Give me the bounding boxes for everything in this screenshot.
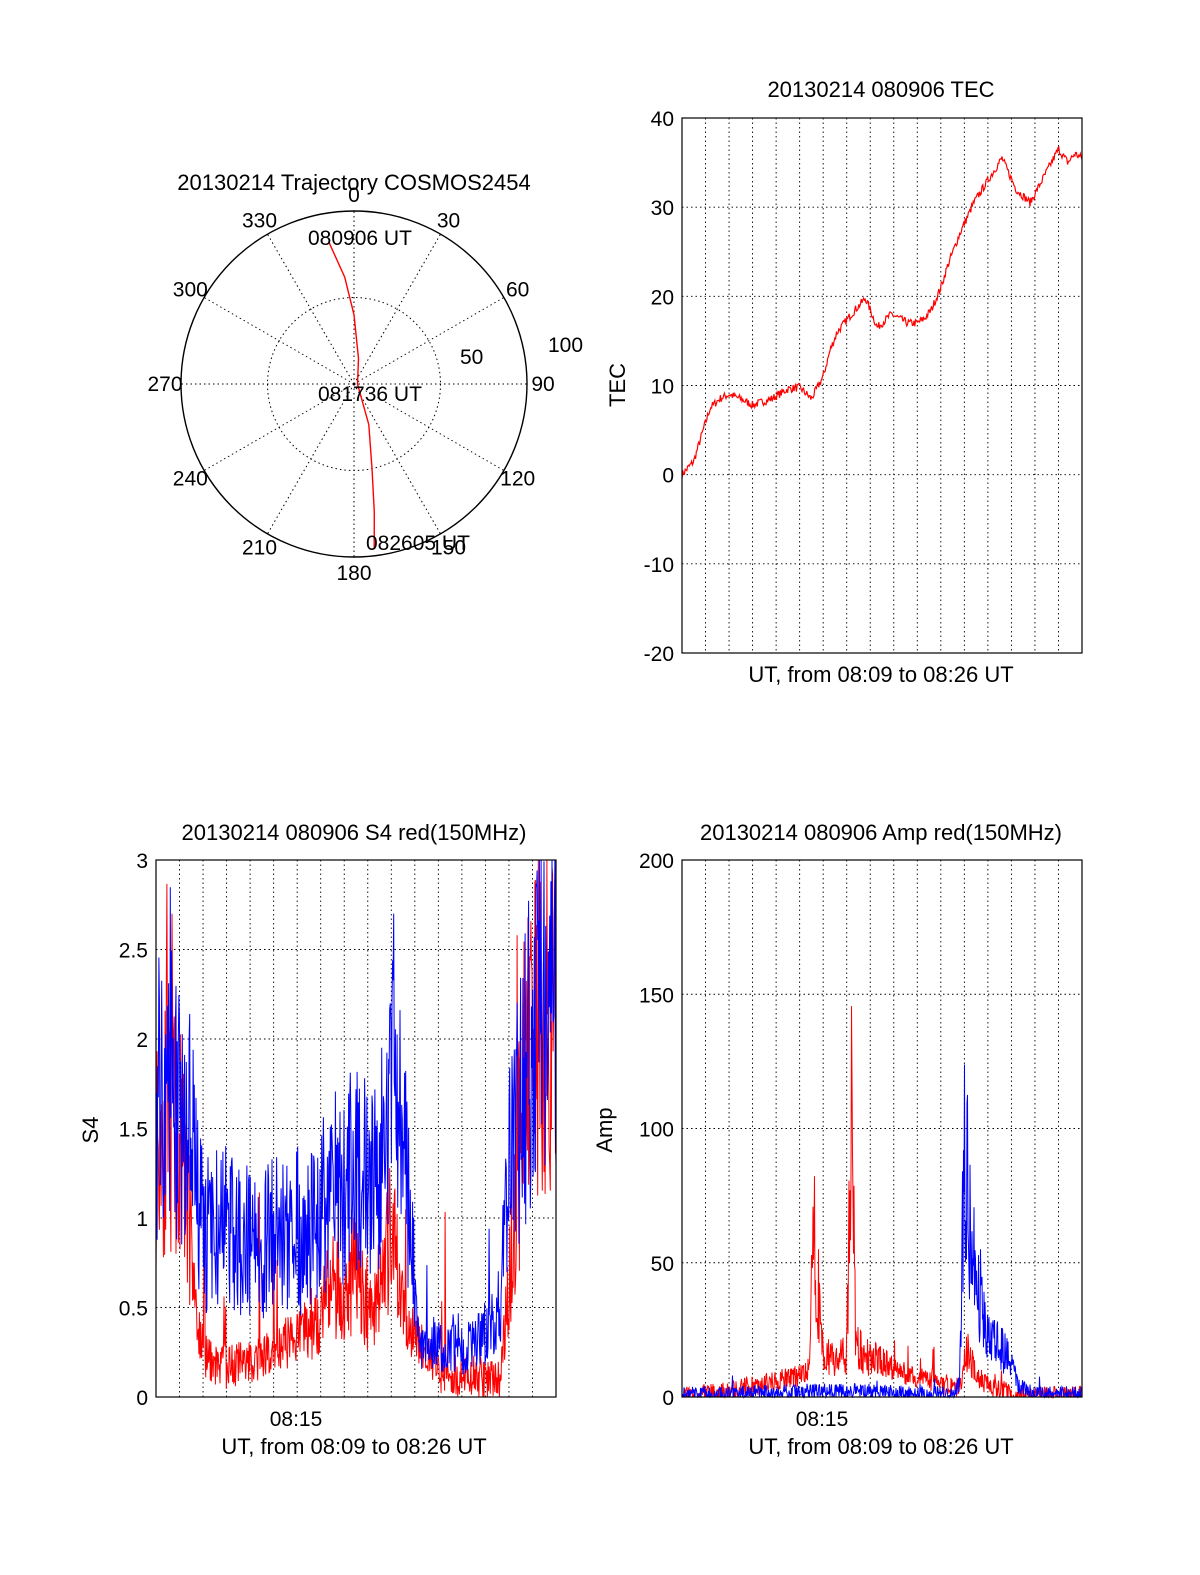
- polar-spoke-150: [353, 383, 441, 535]
- s4-red-series-line: [155, 859, 557, 1398]
- polar-start-time-label: 080906 UT: [308, 227, 412, 250]
- tec-grid: [682, 118, 1082, 653]
- tec-title: 20130214 080906 TEC: [767, 77, 994, 102]
- y-tick-label: -20: [644, 643, 674, 666]
- s4-plot-frame: [155, 859, 557, 1398]
- polar-azimuth-label-270: 270: [147, 373, 182, 396]
- s4-title: 20130214 080906 S4 red(150MHz): [182, 820, 527, 845]
- y-tick-label: 0: [662, 1387, 674, 1410]
- y-tick-label: 50: [651, 1253, 674, 1276]
- tec-plot-frame: [681, 117, 1083, 654]
- polar-spoke-330: [267, 233, 355, 385]
- polar-azimuth-label-150: 150: [431, 537, 466, 560]
- y-tick-label: 20: [651, 286, 674, 309]
- tec-ylabel: TEC: [605, 363, 630, 407]
- y-tick-label: 3: [136, 850, 148, 873]
- polar-spoke-60: [353, 297, 505, 385]
- polar-azimuth-label-180: 180: [336, 562, 371, 585]
- y-tick-label: 1.5: [119, 1119, 148, 1142]
- amp-grid: [682, 860, 1082, 1397]
- amp-xlabel: UT, from 08:09 to 08:26 UT: [748, 1434, 1013, 1459]
- polar-azimuth-label-30: 30: [437, 209, 460, 232]
- y-tick-label: 1: [136, 1208, 148, 1231]
- amp-plot-frame: [681, 859, 1083, 1398]
- y-tick-label: 40: [651, 108, 674, 131]
- polar-spoke-210: [267, 383, 355, 535]
- amp-ylabel: Amp: [592, 1107, 617, 1152]
- polar-radial-label-50: 50: [460, 346, 483, 369]
- s4-y-ticks: 3 2.5 2 1.5 1 0.5 0: [119, 850, 148, 1410]
- polar-azimuth-label-240: 240: [173, 468, 208, 491]
- polar-azimuth-labels: 0 30 60 90 120 150 180 210 240 270 300 330: [147, 184, 554, 585]
- polar-azimuth-label-0: 0: [348, 184, 360, 207]
- polar-spoke-120: [353, 383, 505, 471]
- polar-spoke-30: [353, 233, 441, 385]
- polar-title: 20130214 Trajectory COSMOS2454: [177, 170, 530, 195]
- y-tick-label: 0: [136, 1387, 148, 1410]
- polar-azimuth-label-210: 210: [242, 537, 277, 560]
- polar-grid: [180, 210, 528, 558]
- amp-title: 20130214 080906 Amp red(150MHz): [700, 820, 1062, 845]
- polar-azimuth-label-90: 90: [531, 373, 554, 396]
- y-tick-label: 0: [662, 465, 674, 488]
- y-tick-label: 0.5: [119, 1298, 148, 1321]
- y-tick-label: 2: [136, 1029, 148, 1052]
- s4-xlabel: UT, from 08:09 to 08:26 UT: [221, 1434, 486, 1459]
- polar-azimuth-label-330: 330: [242, 209, 277, 232]
- s4-xtick-label: 08:15: [270, 1408, 323, 1431]
- y-tick-label: 150: [639, 984, 674, 1007]
- y-tick-label: 2.5: [119, 940, 148, 963]
- polar-spoke-240: [203, 383, 355, 471]
- polar-mid-time-label: 081736 UT: [318, 383, 422, 406]
- polar-end-time-label: 082605 UT: [366, 532, 470, 555]
- y-tick-label: -10: [644, 554, 674, 577]
- tec-xlabel: UT, from 08:09 to 08:26 UT: [748, 662, 1013, 687]
- polar-trajectory-line: [328, 242, 376, 549]
- s4-ylabel: S4: [78, 1117, 103, 1144]
- s4-blue-series-line: [155, 859, 557, 1375]
- polar-azimuth-label-120: 120: [500, 468, 535, 491]
- y-tick-label: 200: [639, 850, 674, 873]
- polar-trajectory-panel: 20130214 Trajectory COSMOS2454 0 30 60 90 12…: [147, 170, 583, 585]
- amp-panel: 20130214 080906 Amp red(150MHz) 200 150 10…: [592, 820, 1083, 1459]
- y-tick-label: 100: [639, 1119, 674, 1142]
- s4-panel: 20130214 080906 S4 red(150MHz) 3 2.5 2 1.5 1…: [78, 820, 557, 1459]
- amp-blue-series-line: [681, 1064, 1083, 1399]
- tec-y-ticks: 40 30 20 10 0 -10 -20: [644, 108, 674, 666]
- polar-radial-label-100: 100: [548, 334, 583, 357]
- polar-azimuth-label-300: 300: [173, 279, 208, 302]
- amp-xtick-label: 08:15: [796, 1408, 849, 1431]
- amp-y-ticks: 200 150 100 50 0: [639, 850, 674, 1410]
- tec-series-line: [681, 145, 1083, 479]
- polar-outer-circle: [180, 210, 528, 558]
- y-tick-label: 10: [651, 376, 674, 399]
- polar-spoke-300: [203, 297, 355, 385]
- polar-azimuth-label-60: 60: [506, 279, 529, 302]
- y-tick-label: 30: [651, 197, 674, 220]
